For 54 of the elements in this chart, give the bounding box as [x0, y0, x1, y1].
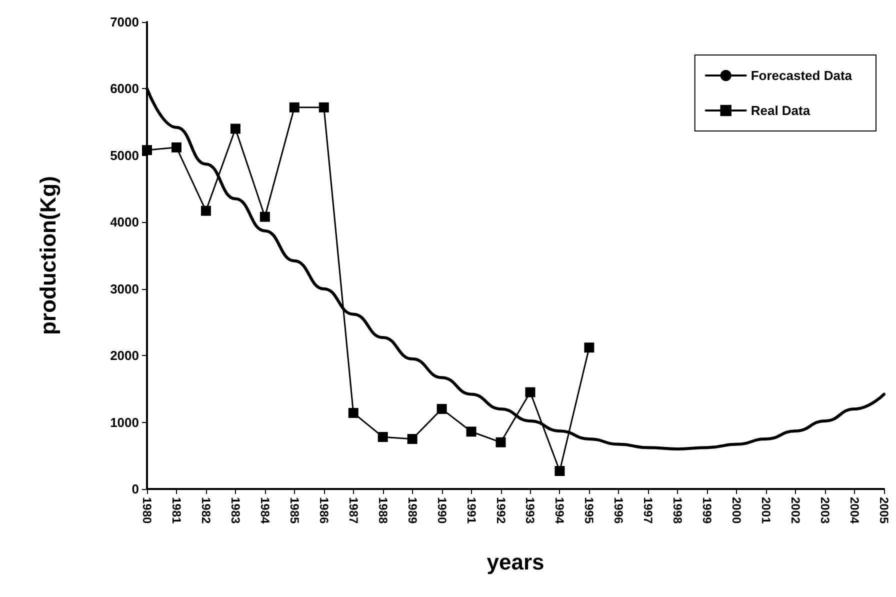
y-tick-label: 0: [132, 482, 139, 496]
point: [200, 206, 211, 216]
x-tick-label: 1984: [258, 497, 272, 524]
y-tick-label: 4000: [110, 214, 139, 230]
point: [496, 437, 506, 448]
legend-label: Real Data: [750, 103, 811, 118]
x-tick-label: 1982: [198, 497, 213, 524]
point: [142, 145, 152, 156]
y-axis-title: production(Kg): [36, 176, 60, 335]
x-axis-title: years: [486, 550, 544, 574]
x-tick-label: 1994: [552, 497, 567, 524]
point: [171, 142, 182, 152]
x-tick-label: 1992: [494, 497, 508, 524]
x-tick-label: 1980: [140, 497, 154, 524]
x-tick-label: 1986: [316, 497, 331, 524]
y-tick-label: 5000: [110, 148, 139, 163]
point: [466, 426, 476, 437]
point: [525, 387, 536, 398]
point: [289, 102, 300, 112]
x-tick-label: 2002: [788, 497, 803, 524]
x-tick-label: 1997: [641, 497, 656, 524]
x-tick-label: 1983: [228, 497, 242, 524]
x-tick-label: 1996: [612, 497, 626, 524]
x-tick-label: 1993: [523, 497, 538, 524]
x-tick-label: 2003: [818, 497, 832, 524]
x-tick-label: 1995: [582, 497, 596, 524]
point: [378, 432, 388, 442]
x-tick-label: 2004: [848, 497, 862, 524]
point: [230, 124, 240, 134]
y-tick-label: 2000: [110, 348, 139, 364]
y-tick-label: 7000: [110, 14, 139, 30]
point: [318, 102, 329, 112]
x-tick-label: 1999: [700, 497, 714, 524]
x-tick-label: 1991: [464, 497, 478, 524]
point: [584, 342, 594, 353]
x-tick-label: 1989: [405, 497, 420, 524]
legend-label: Forecasted Data: [750, 68, 853, 83]
y-tick-label: 1000: [110, 414, 139, 430]
point: [348, 408, 358, 418]
x-tick-label: 2001: [759, 497, 774, 524]
point: [407, 434, 418, 444]
x-tick-label: 1990: [434, 497, 449, 524]
y-tick-label: 3000: [110, 281, 139, 296]
x-tick-label: 1998: [670, 497, 685, 524]
x-tick-label: 1985: [287, 497, 302, 524]
x-tick-label: 1987: [346, 497, 360, 524]
y-tick-label: 6000: [110, 81, 139, 96]
point: [260, 212, 270, 222]
x-tick-label: 1981: [169, 497, 184, 524]
point: [436, 404, 447, 414]
point: [554, 466, 565, 476]
x-tick-label: 1988: [376, 497, 390, 524]
x-tick-label: 2000: [730, 497, 744, 524]
x-tick-label: 2005: [877, 497, 891, 524]
